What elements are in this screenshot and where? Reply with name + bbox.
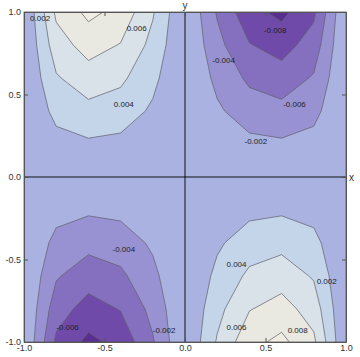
contour-label: -0.006	[56, 323, 79, 332]
contour-band	[24, 12, 346, 342]
tick	[342, 342, 346, 343]
tick: 1.0	[8, 7, 28, 17]
tick-label: 1.0	[340, 343, 353, 353]
tick: 0.5	[260, 338, 273, 353]
tick: -0.5	[97, 338, 113, 353]
contour-label: 0.002	[317, 277, 338, 286]
tick-mark	[342, 177, 346, 178]
contour-band	[24, 12, 346, 342]
plot-frame	[24, 12, 346, 342]
tick-mark	[24, 177, 28, 178]
tick-mark	[105, 12, 106, 16]
tick	[342, 260, 346, 261]
tick-mark	[24, 260, 28, 261]
tick-mark	[24, 12, 28, 13]
x-axis: -1.0-0.50.00.51.0	[17, 338, 353, 353]
contour-labels: 0.002 0.006 0.004 -0.008 -0.004 -0.006 -0.002 -…	[30, 14, 337, 335]
tick-label: -0.5	[5, 255, 21, 265]
contour-label: -0.006	[283, 100, 306, 109]
tick-label: 0.0	[179, 343, 192, 353]
tick-mark	[266, 338, 267, 342]
chart-container: -1.0-0.50.00.51.0-1.0-0.50.00.51.0xy0.00…	[0, 0, 360, 357]
axis-domain	[346, 13, 347, 343]
tick: 0.0	[179, 338, 192, 353]
tick-mark	[105, 338, 106, 342]
tick-mark	[342, 12, 346, 13]
tick: 0.0	[8, 172, 28, 182]
axis-line-y	[185, 12, 186, 342]
y-axis-title: y	[183, 0, 188, 11]
tick-label: 0.5	[8, 90, 21, 100]
contour-band	[24, 12, 346, 342]
chart-svg: -1.0-0.50.00.51.0-1.0-0.50.00.51.0xy0.00…	[0, 0, 360, 357]
contour-label: 0.006	[127, 24, 148, 33]
contour-label: 0.006	[227, 323, 248, 332]
contour-label: 0.008	[288, 326, 309, 335]
contour-label: -0.008	[264, 26, 287, 35]
tick	[185, 12, 186, 16]
tick-label: 0.5	[260, 343, 273, 353]
x-axis-top	[25, 12, 347, 16]
tick-mark	[342, 95, 346, 96]
tick-label: -0.5	[97, 343, 113, 353]
tick: -1.0	[5, 337, 28, 347]
tick	[342, 95, 346, 96]
tick	[266, 12, 267, 16]
contour-label: -0.002	[244, 137, 267, 146]
contour-label: 0.002	[30, 14, 51, 23]
tick-label: 0.0	[8, 172, 21, 182]
origin-axes	[24, 12, 346, 342]
tick-mark	[342, 342, 346, 343]
tick-label: 1.0	[8, 7, 21, 17]
tick-mark	[266, 12, 267, 16]
contour-label: -0.002	[153, 326, 176, 335]
tick: 0.5	[8, 90, 28, 100]
tick-mark	[24, 95, 28, 96]
tick	[342, 177, 346, 178]
y-axis-right	[342, 13, 347, 343]
contour-label: -0.004	[112, 245, 135, 254]
tick-mark	[185, 12, 186, 16]
x-axis-title: x	[349, 172, 354, 183]
tick-mark	[342, 260, 346, 261]
contour-label: -0.004	[212, 56, 235, 65]
tick-label: -1.0	[5, 337, 21, 347]
tick-mark	[185, 338, 186, 342]
plot-area	[24, 12, 346, 342]
y-axis: -1.0 -0.5 0.0 0.5 1.0	[5, 7, 28, 347]
tick	[105, 12, 106, 16]
tick: -0.5	[5, 255, 28, 265]
contour-label: 0.004	[114, 100, 135, 109]
tick	[342, 12, 346, 13]
contour-band	[24, 12, 346, 342]
tick-mark	[24, 342, 28, 343]
contour-label: 0.004	[227, 260, 248, 269]
